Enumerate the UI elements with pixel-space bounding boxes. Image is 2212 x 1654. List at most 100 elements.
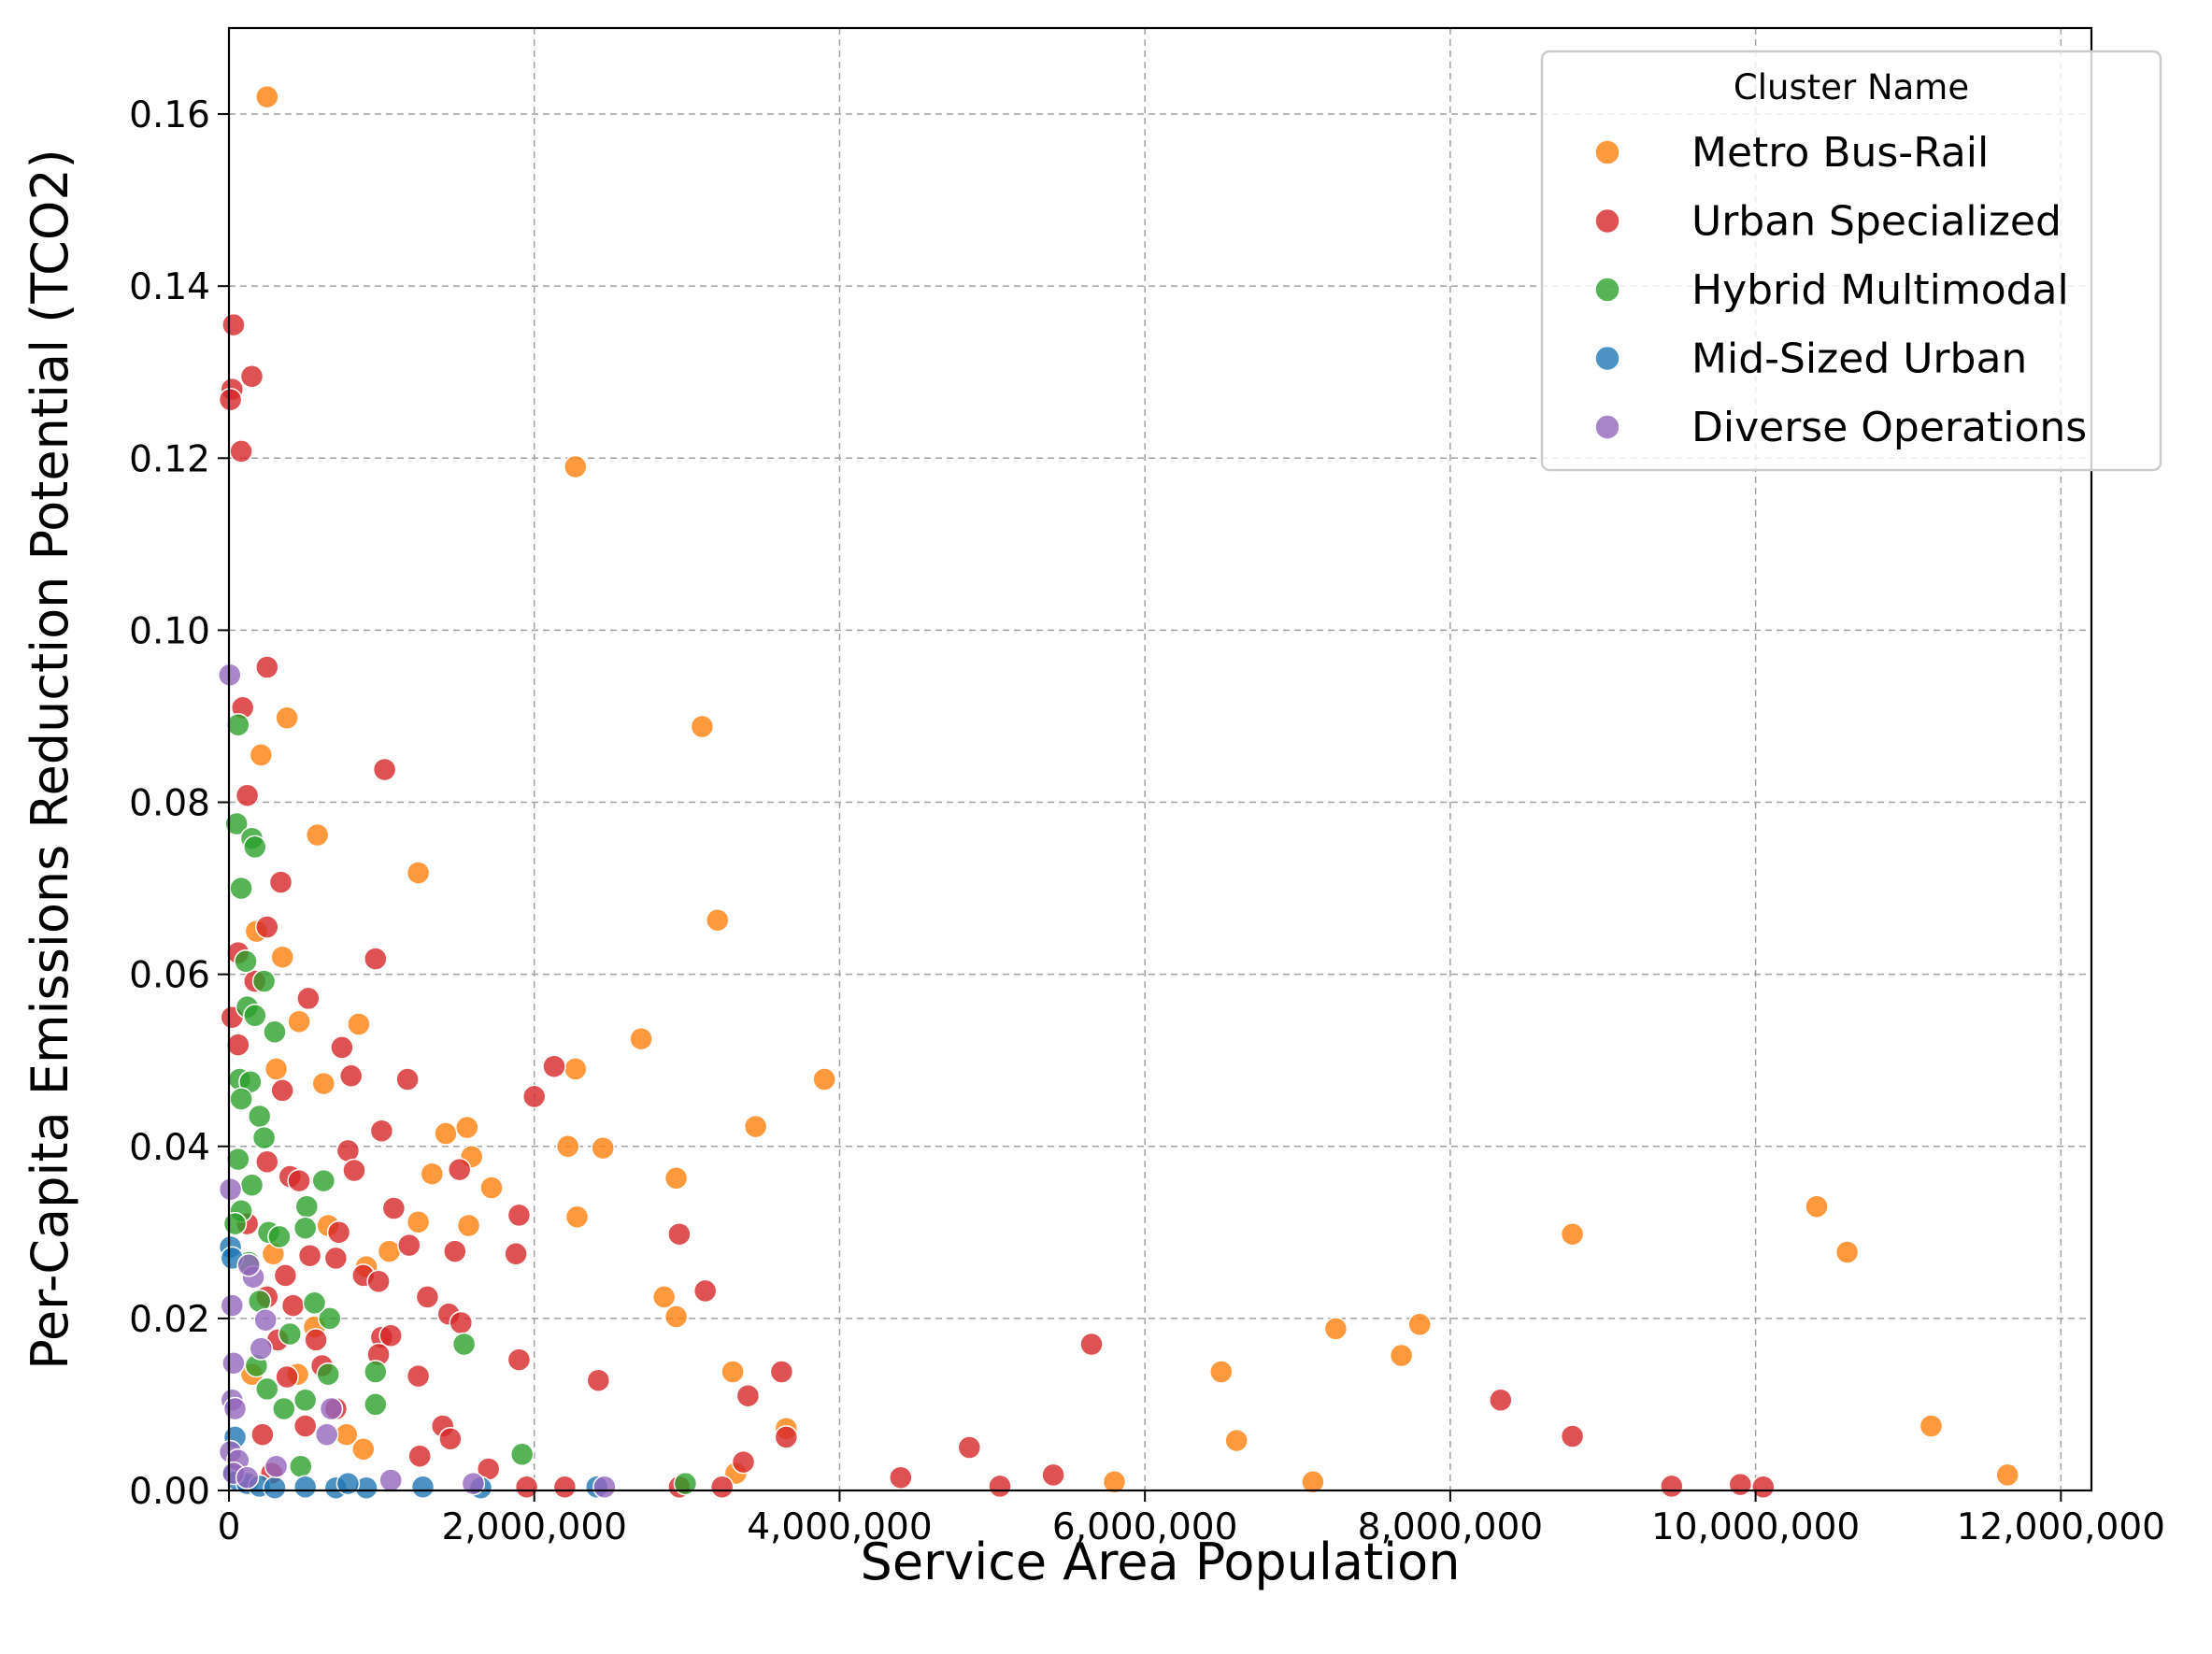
data-point (366, 1269, 391, 1294)
data-point (239, 364, 264, 389)
data-point (1660, 1474, 1684, 1499)
data-point (564, 454, 588, 479)
data-point (226, 1147, 250, 1172)
y-axis-ticks: 0.00 0.02 0.04 0.06 0.08 0.10 0.12 0.14 0.16 (129, 94, 229, 1513)
data-point (255, 915, 279, 939)
data-point (270, 1078, 294, 1103)
data-point (272, 1396, 296, 1421)
data-point (507, 1347, 532, 1372)
data-point (731, 1449, 756, 1475)
legend-title: Cluster Name (1734, 67, 1969, 107)
data-point (235, 1465, 260, 1490)
data-point (275, 706, 299, 731)
data-point (1301, 1470, 1325, 1494)
data-point (278, 1321, 303, 1347)
data-point (514, 1475, 539, 1500)
data-point (664, 1305, 689, 1329)
data-point (721, 1360, 745, 1384)
data-point (1560, 1221, 1585, 1247)
data-point (552, 1475, 578, 1500)
data-point (564, 1057, 588, 1081)
data-point (957, 1435, 982, 1460)
legend-marker (1594, 277, 1620, 303)
series-group (239, 84, 2019, 1494)
data-point (1489, 1388, 1513, 1413)
data-point (311, 1168, 336, 1193)
data-point (743, 1114, 768, 1139)
data-point (275, 1364, 299, 1390)
data-point (988, 1474, 1012, 1499)
data-point (381, 1196, 407, 1220)
data-point (378, 1323, 403, 1348)
data-point (296, 986, 321, 1011)
data-point (443, 1239, 467, 1263)
x-axis-ticks: 0 2,000,000 4,000,000 6,000,000 8,000,000 10,… (218, 1490, 2165, 1548)
data-point (338, 1063, 364, 1089)
data-point (364, 947, 388, 971)
data-point (250, 1422, 275, 1447)
data-point (1102, 1470, 1127, 1494)
data-point (253, 1307, 278, 1333)
data-point (769, 1360, 794, 1384)
data-point (297, 1243, 322, 1268)
data-point (591, 1135, 615, 1161)
data-point (372, 757, 397, 782)
data-point (229, 1087, 253, 1111)
data-point (1728, 1472, 1753, 1497)
data-point (226, 712, 250, 737)
data-point (667, 1221, 692, 1247)
data-point (335, 1471, 361, 1496)
y-tick-label: 0.00 (129, 1471, 210, 1513)
data-point (455, 1115, 479, 1140)
legend-label: Mid-Sized Urban (1691, 335, 2027, 383)
data-point (451, 1332, 477, 1357)
data-point (293, 1414, 318, 1438)
legend-marker (1594, 345, 1620, 372)
data-point (1995, 1462, 2019, 1488)
y-tick-label: 0.14 (129, 266, 210, 308)
data-point (323, 1246, 349, 1271)
data-point (221, 312, 246, 337)
data-point (415, 1285, 440, 1309)
data-point (302, 1290, 327, 1316)
data-point (1919, 1414, 1944, 1438)
data-point (235, 783, 260, 807)
data-point (406, 1210, 431, 1234)
data-point (434, 1121, 458, 1146)
data-point (236, 1253, 261, 1277)
data-point (651, 1285, 677, 1309)
legend-label: Metro Bus-Rail (1691, 129, 1989, 177)
data-point (289, 1454, 313, 1478)
data-point (293, 1388, 318, 1413)
data-point (263, 1019, 287, 1045)
y-tick-label: 0.16 (129, 94, 210, 136)
data-point (268, 870, 293, 894)
data-point (564, 1205, 590, 1230)
legend-marker (1594, 207, 1620, 235)
data-point (287, 1009, 311, 1034)
data-point (342, 1158, 366, 1183)
legend-label: Hybrid Multimodal (1691, 266, 2069, 314)
data-point (220, 1293, 245, 1318)
data-point (690, 714, 715, 739)
data-point (280, 1293, 306, 1318)
data-point (449, 1310, 474, 1335)
data-point (294, 1194, 320, 1219)
data-point (273, 1263, 298, 1288)
legend-label: Diverse Operations (1691, 404, 2087, 451)
data-point (1224, 1428, 1249, 1453)
x-tick-label: 10,000,000 (1651, 1506, 1860, 1548)
data-point (287, 1168, 311, 1193)
data-point (264, 1057, 289, 1081)
data-point (629, 1026, 653, 1051)
x-tick-label: 8,000,000 (1358, 1506, 1544, 1548)
data-point (251, 969, 277, 993)
data-point (335, 1138, 361, 1163)
data-point (293, 1216, 318, 1240)
data-point (706, 907, 730, 933)
data-point (243, 1004, 267, 1028)
data-point (774, 1425, 799, 1449)
data-point (1323, 1317, 1349, 1341)
